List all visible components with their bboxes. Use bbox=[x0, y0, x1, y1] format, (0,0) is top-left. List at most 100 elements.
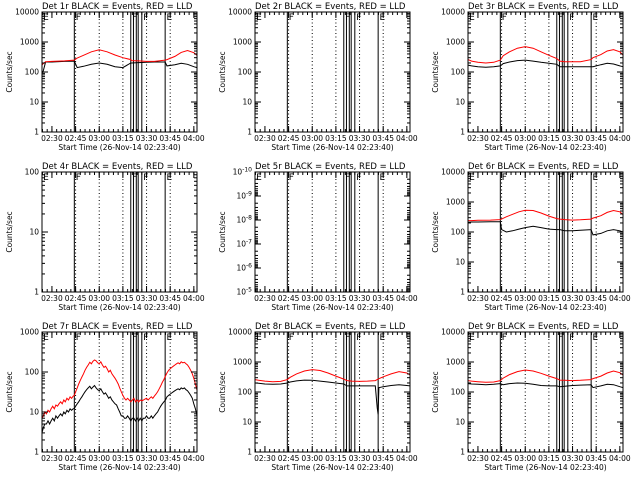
x-tick-label: 03:45 bbox=[585, 134, 607, 143]
y-tick-label: 1 bbox=[34, 448, 39, 457]
marker-label: E bbox=[469, 173, 475, 183]
x-tick-label: 03:30 bbox=[136, 134, 158, 143]
x-tick-label: 04:00 bbox=[609, 454, 631, 463]
y-tick-label: 100 bbox=[25, 68, 40, 77]
marker-label: F bbox=[76, 13, 81, 23]
x-tick-label: 02:30 bbox=[254, 454, 276, 463]
x-tick-label: 03:00 bbox=[514, 134, 536, 143]
x-tick-label: 03:15 bbox=[538, 134, 560, 143]
panel-title: Det 1r BLACK = Events, RED = LLD bbox=[42, 2, 193, 12]
y-tick-label: 10000 bbox=[228, 328, 252, 337]
y-tick-label: 10 bbox=[455, 418, 465, 427]
x-tick-label: 03:00 bbox=[514, 294, 536, 303]
marker-label: E bbox=[256, 13, 262, 23]
y-tick-label: 100 bbox=[451, 228, 466, 237]
x-tick-label: 03:30 bbox=[562, 134, 584, 143]
marker-label: E bbox=[43, 333, 49, 343]
y-tick-label: 10-5 bbox=[236, 287, 252, 297]
marker-label: F bbox=[569, 13, 574, 23]
x-tick-label: 02:45 bbox=[491, 134, 513, 143]
marker-label: F bbox=[132, 333, 137, 343]
y-axis-label: Counts/sec bbox=[218, 371, 227, 412]
x-tick-label: 04:00 bbox=[609, 134, 631, 143]
plot-frame bbox=[41, 11, 198, 133]
x-tick-label: 02:45 bbox=[65, 294, 87, 303]
y-tick-label: 10 bbox=[29, 98, 39, 107]
x-axis-label: Start Time (26-Nov-14 02:23:40) bbox=[271, 463, 393, 472]
panel-title: Det 7r BLACK = Events, RED = LLD bbox=[42, 322, 193, 332]
x-tick-label: 04:00 bbox=[609, 294, 631, 303]
x-tick-label: 03:30 bbox=[349, 454, 371, 463]
marker-label: F bbox=[289, 333, 294, 343]
x-tick-label: 03:00 bbox=[88, 454, 110, 463]
lld-series-line bbox=[467, 369, 624, 383]
y-tick-label: 10000 bbox=[441, 328, 465, 337]
x-tick-label: 03:45 bbox=[159, 134, 181, 143]
y-axis-label: Counts/sec bbox=[431, 51, 440, 92]
x-tick-label: 02:30 bbox=[467, 134, 489, 143]
events-series-line bbox=[467, 59, 624, 68]
x-tick-label: 03:15 bbox=[538, 294, 560, 303]
lld-series-line bbox=[41, 49, 198, 66]
y-tick-label: 10000 bbox=[228, 8, 252, 17]
panel-title: Det 5r BLACK = Events, RED = LLD bbox=[255, 162, 406, 172]
marker-label: F bbox=[132, 13, 137, 23]
marker-label: F bbox=[76, 333, 81, 343]
x-tick-label: 03:30 bbox=[562, 294, 584, 303]
y-tick-label: 100 bbox=[238, 388, 253, 397]
marker-label: F bbox=[143, 13, 148, 23]
x-tick-label: 02:30 bbox=[41, 294, 63, 303]
x-tick-label: 03:30 bbox=[136, 294, 158, 303]
x-tick-label: 04:00 bbox=[183, 134, 205, 143]
y-axis-label: Counts/sec bbox=[5, 211, 14, 252]
x-axis-label: Start Time (26-Nov-14 02:23:40) bbox=[58, 463, 180, 472]
x-tick-label: 03:15 bbox=[325, 454, 347, 463]
y-tick-label: 100 bbox=[25, 168, 40, 177]
y-tick-label: 10 bbox=[29, 408, 39, 417]
x-tick-label: 02:30 bbox=[254, 294, 276, 303]
x-tick-label: 03:45 bbox=[372, 454, 394, 463]
y-tick-label: 100 bbox=[238, 68, 253, 77]
x-tick-label: 03:30 bbox=[136, 454, 158, 463]
y-tick-label: 10 bbox=[455, 258, 465, 267]
y-tick-label: 10-10 bbox=[233, 167, 253, 177]
plot-frame bbox=[41, 331, 198, 453]
y-tick-label: 1000 bbox=[446, 38, 465, 47]
x-tick-label: 03:00 bbox=[88, 134, 110, 143]
marker-label: F bbox=[143, 333, 148, 343]
panel-title: Det 8r BLACK = Events, RED = LLD bbox=[255, 322, 406, 332]
x-tick-label: 02:45 bbox=[278, 454, 300, 463]
y-axis-label: Counts/sec bbox=[431, 371, 440, 412]
x-tick-label: 03:00 bbox=[88, 294, 110, 303]
x-tick-label: 03:15 bbox=[112, 294, 134, 303]
x-tick-label: 03:30 bbox=[349, 294, 371, 303]
y-tick-label: 10-9 bbox=[236, 191, 252, 201]
plot-frame bbox=[467, 171, 624, 293]
y-axis-label: Counts/sec bbox=[5, 371, 14, 412]
y-tick-label: 10 bbox=[29, 228, 39, 237]
y-tick-label: 100 bbox=[25, 368, 40, 377]
x-tick-label: 02:30 bbox=[467, 294, 489, 303]
x-tick-label: 03:30 bbox=[562, 454, 584, 463]
y-tick-label: 1000 bbox=[20, 328, 39, 337]
x-tick-label: 02:45 bbox=[65, 134, 87, 143]
marker-label: F bbox=[356, 333, 361, 343]
y-axis-label: Counts/sec bbox=[5, 51, 14, 92]
y-tick-label: 10-6 bbox=[236, 263, 252, 273]
marker-label: F bbox=[345, 173, 350, 183]
x-tick-label: 04:00 bbox=[396, 454, 418, 463]
plot-frame bbox=[254, 331, 411, 453]
events-series-line bbox=[467, 221, 624, 236]
panel-title: Det 4r BLACK = Events, RED = LLD bbox=[42, 162, 193, 172]
marker-label: E bbox=[469, 333, 475, 343]
marker-label: F bbox=[569, 173, 574, 183]
x-tick-label: 03:00 bbox=[301, 294, 323, 303]
plot-frame bbox=[254, 11, 411, 133]
y-tick-label: 1000 bbox=[233, 358, 252, 367]
x-tick-label: 03:45 bbox=[372, 294, 394, 303]
